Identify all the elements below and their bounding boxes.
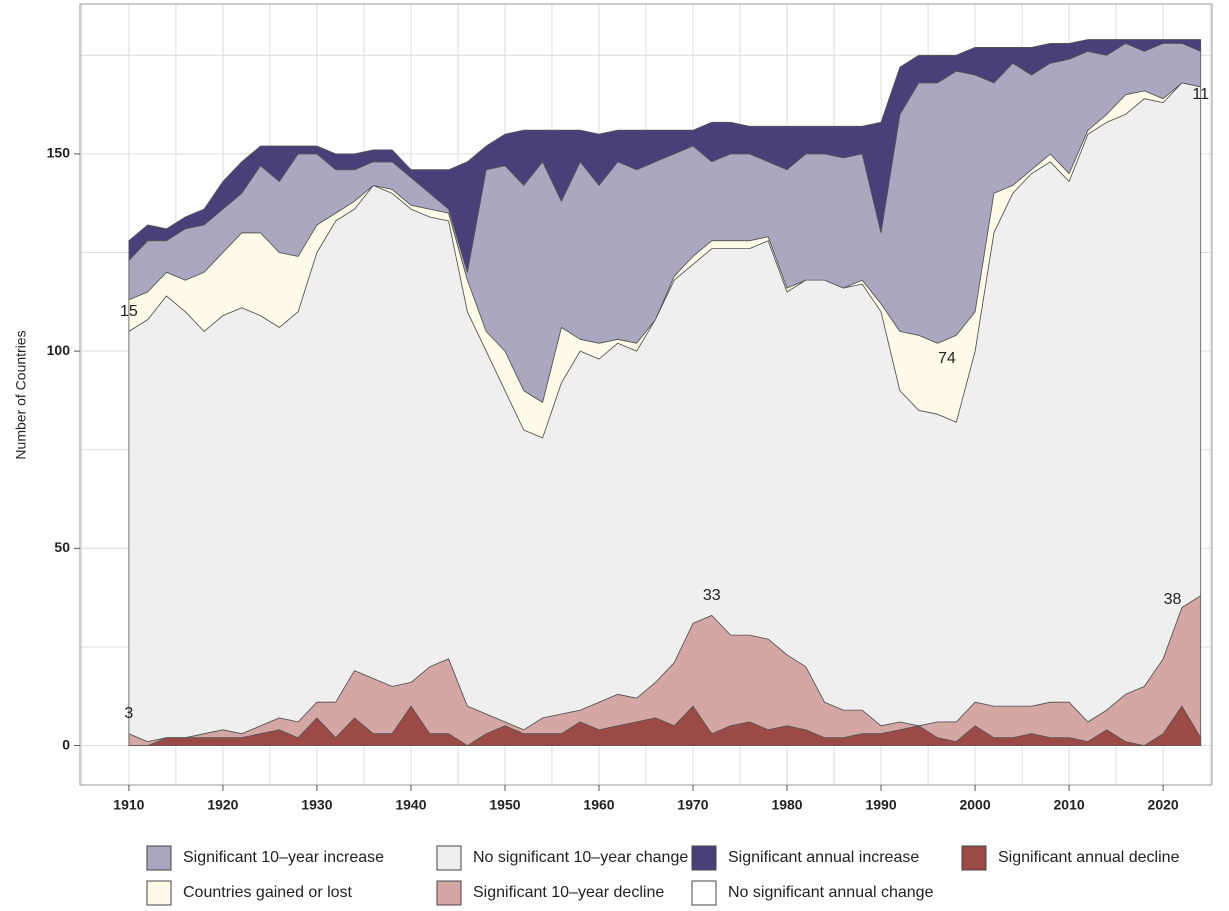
legend-item: Significant 10–year decline (436, 880, 664, 906)
x-tick-label: 1980 (771, 797, 802, 813)
x-tick-label: 1960 (583, 797, 614, 813)
legend-swatch (436, 880, 462, 906)
legend-swatch (146, 880, 172, 906)
annotation: 3 (124, 705, 133, 722)
legend-label: Significant 10–year increase (183, 849, 384, 866)
y-tick-label: 50 (54, 539, 70, 555)
x-tick-label: 1930 (301, 797, 332, 813)
x-tick-label: 2000 (959, 797, 990, 813)
legend-swatch (691, 880, 717, 906)
legend-item: Significant annual increase (691, 845, 919, 871)
legend-label: No significant annual change (728, 884, 934, 901)
x-tick-label: 1970 (677, 797, 708, 813)
x-tick-label: 1920 (207, 797, 238, 813)
area (128, 39, 1202, 273)
x-tick-label: 2010 (1054, 797, 1085, 813)
legend-label: Significant annual decline (998, 849, 1180, 866)
legend-swatch (436, 845, 462, 871)
plot-frame (79, 3, 1213, 786)
legend-item: No significant 10–year change (436, 845, 688, 871)
x-tick-label: 2020 (1148, 797, 1179, 813)
legend-swatch (691, 845, 717, 871)
legend-label: Significant annual increase (728, 849, 919, 866)
legend-item: Significant annual decline (961, 845, 1180, 871)
y-axis-label: Number of Countries (13, 330, 29, 459)
y-tick-label: 0 (62, 736, 70, 752)
legend-item: Countries gained or lost (146, 880, 353, 906)
legend-swatch (146, 845, 172, 871)
legend-label: No significant 10–year change (473, 849, 688, 866)
annotation: 33 (703, 587, 721, 604)
y-tick-label: 100 (47, 342, 71, 358)
x-tick-label: 1950 (489, 797, 520, 813)
legend-label: Countries gained or lost (183, 884, 353, 901)
legend-label: Significant 10–year decline (473, 884, 664, 901)
annotation: 74 (938, 350, 956, 367)
x-tick-label: 1990 (865, 797, 896, 813)
area (128, 705, 1202, 746)
x-tick-label: 1940 (395, 797, 426, 813)
y-tick-label: 150 (47, 145, 71, 161)
legend-item: Significant 10–year increase (146, 845, 384, 871)
legend-item: No significant annual change (691, 880, 934, 906)
annotation: 15 (120, 303, 138, 320)
x-tick-label: 1910 (113, 797, 144, 813)
annotation: 11 (1192, 86, 1209, 103)
legend-swatch (961, 845, 987, 871)
annotation: 38 (1164, 591, 1182, 608)
